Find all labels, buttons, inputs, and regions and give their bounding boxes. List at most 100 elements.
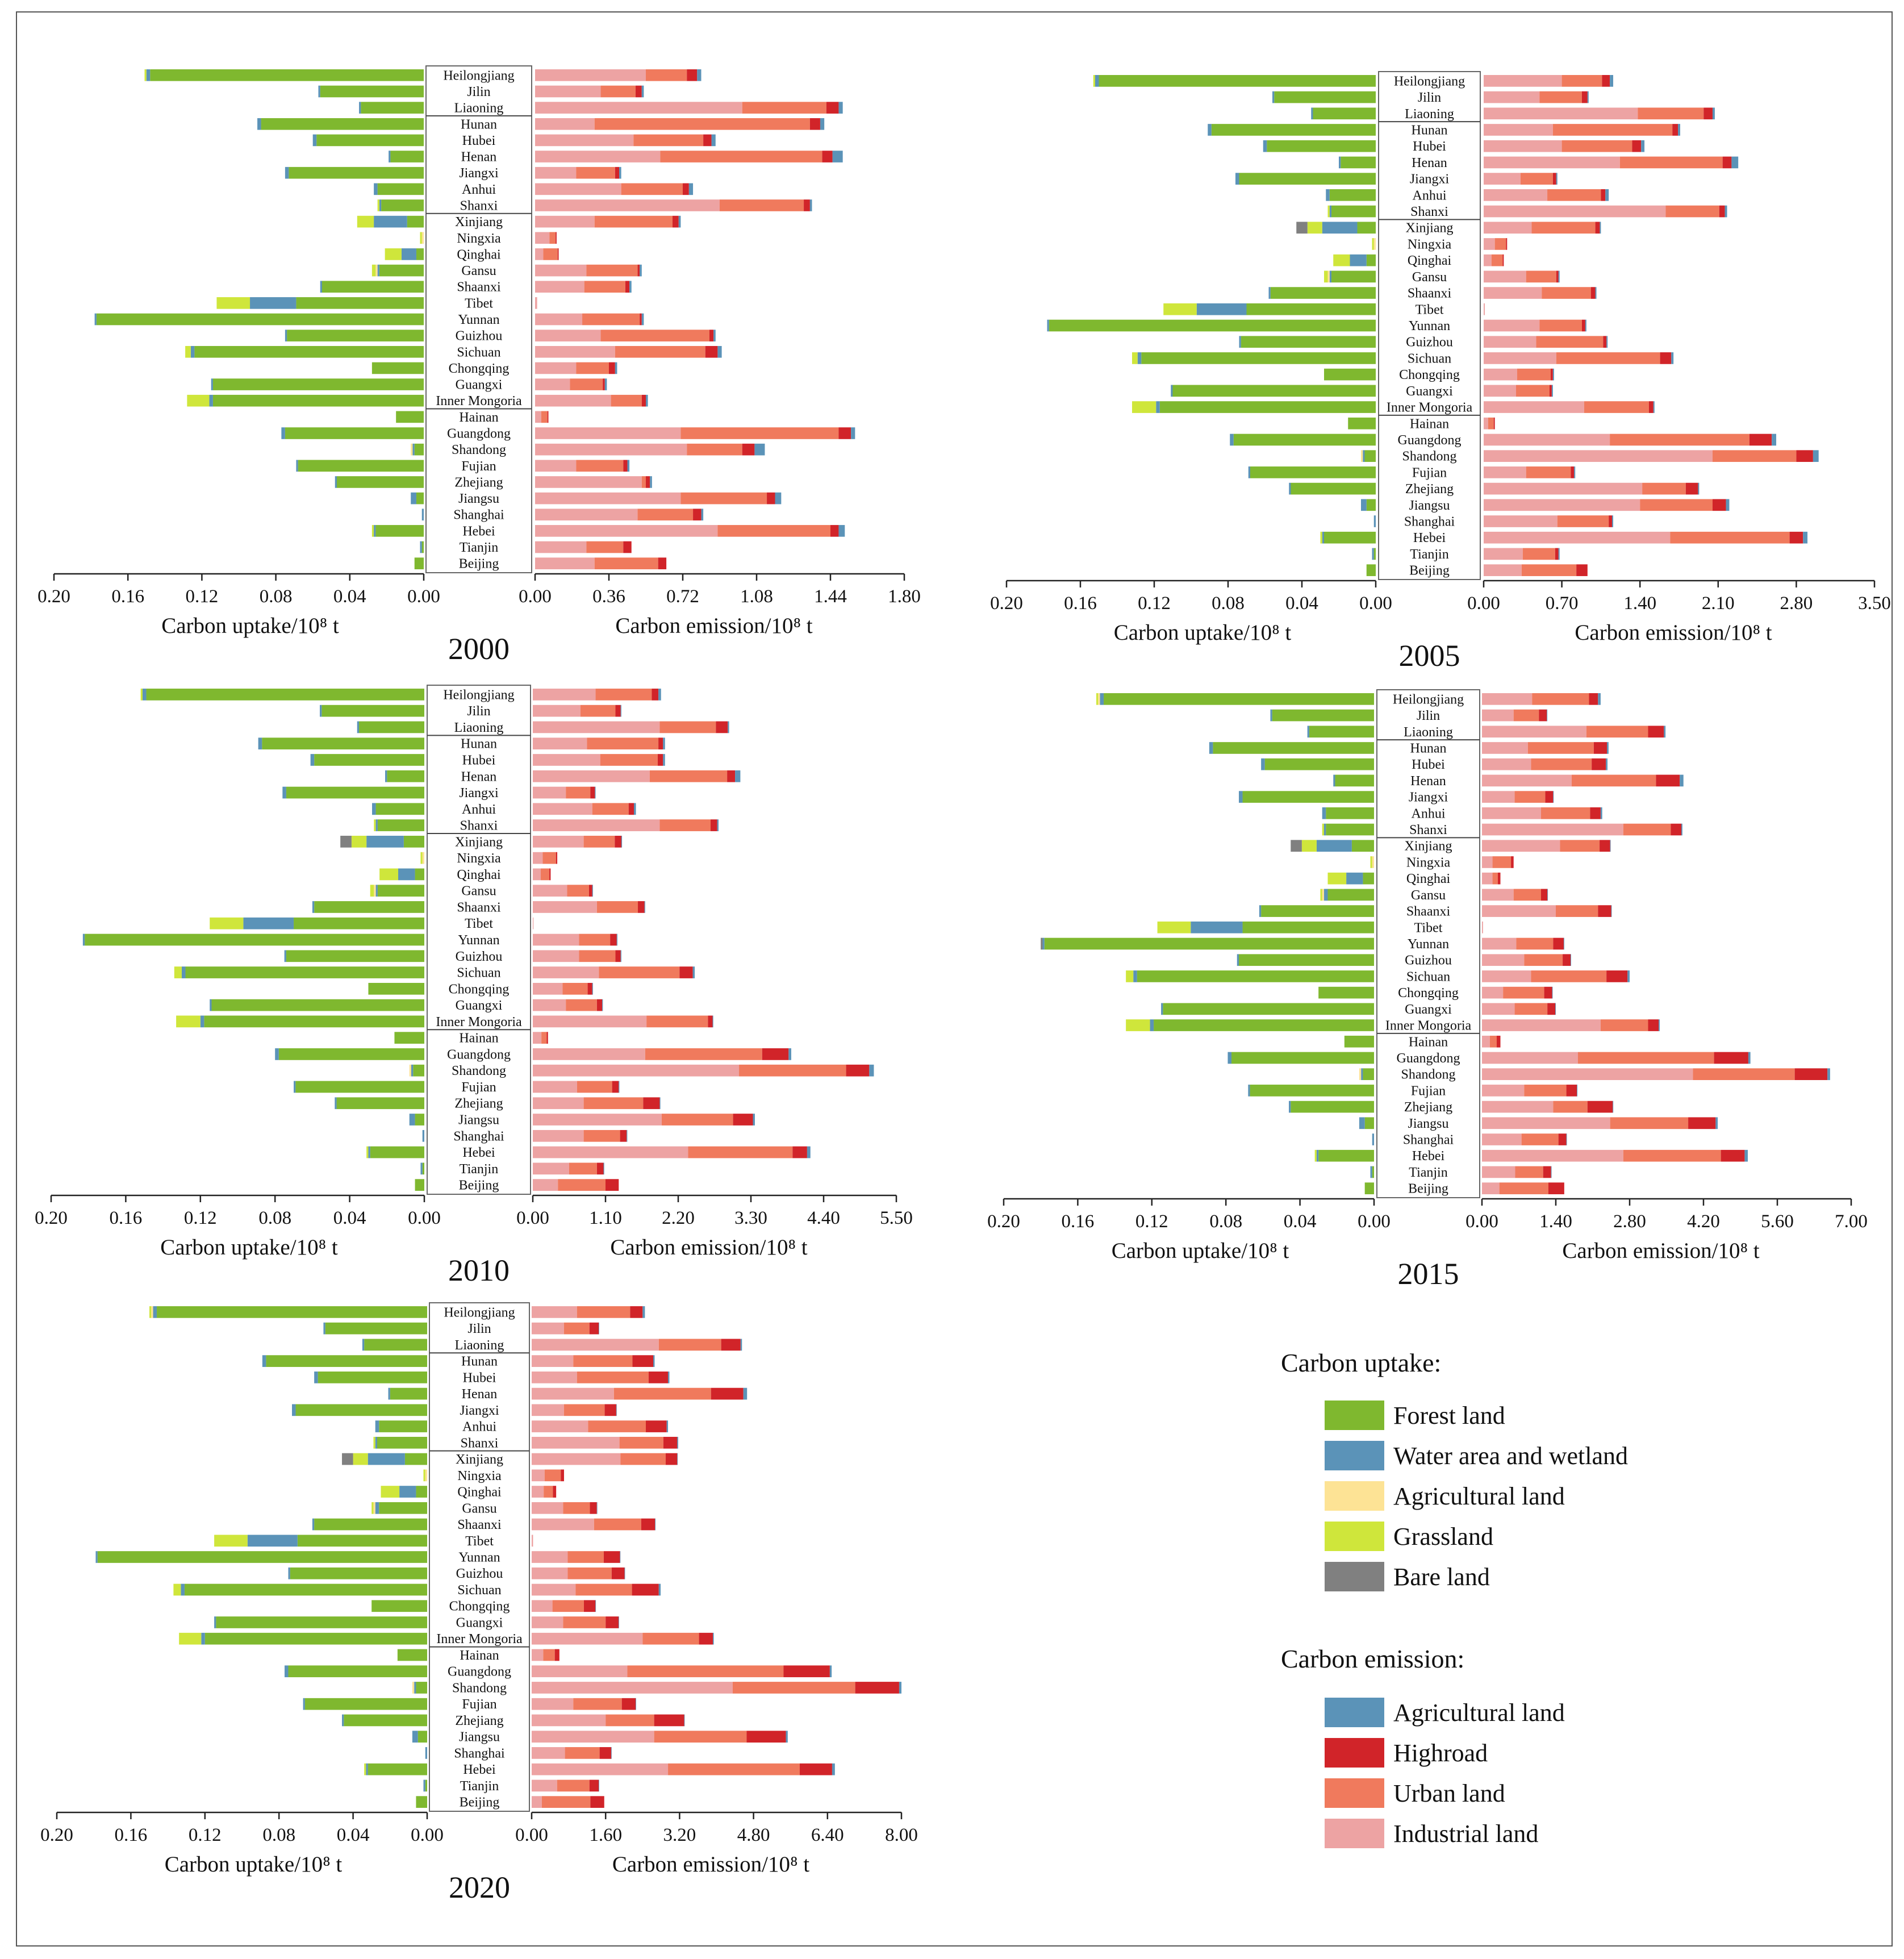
uptake-bar-water-area-and-wetland [310,754,315,766]
uptake-bar-forest-land [337,476,424,488]
emission-bar-highroad [663,1436,678,1449]
province-label: Heilongjiang [444,1305,515,1320]
province-label: Tianjin [460,540,498,555]
province-label: Yunnan [1409,319,1450,334]
emission-bar-urban-land [582,313,640,326]
emission-tick-label: 1.60 [589,1825,622,1845]
uptake-bar-water-area-and-wetland [1239,336,1241,348]
province-label: Fujian [461,1080,496,1095]
emission-bar-agricultural-land [1653,401,1655,413]
emission-bar-agricultural-land [604,378,607,390]
emission-bar-urban-land [1642,482,1686,495]
emission-bar-urban-land [1584,401,1649,413]
emission-bar-highroad [630,1306,643,1318]
emission-bar-urban-land [1531,758,1592,770]
uptake-bar-water-area-and-wetland [250,297,297,309]
uptake-bar-agricultural-land [412,1682,415,1694]
emission-bar-urban-land [542,852,556,864]
uptake-bar-forest-land [96,313,424,326]
uptake-tick-label: 0.08 [260,586,293,607]
uptake-bar-forest-land [1241,336,1376,348]
emission-bar-agricultural-land [1698,482,1700,495]
emission-bar-highroad [1493,417,1495,430]
uptake-bar-forest-land [403,835,424,848]
emission-bar-industrial-land [532,1469,545,1482]
emission-bar-highroad [1648,1019,1659,1031]
uptake-bar-forest-land [262,737,424,750]
emission-bar-highroad [1506,238,1508,250]
emission-bar-urban-land [1619,156,1723,169]
uptake-bar-forest-land [1233,434,1376,446]
emission-bar-agricultural-land [838,102,843,114]
uptake-bar-forest-land [377,885,424,897]
emission-bar-highroad [727,770,736,782]
emission-bar-industrial-land [1484,385,1517,397]
uptake-bar-forest-land [1049,319,1376,332]
province-label: Shandong [1402,449,1457,464]
emission-bar-industrial-land [532,1420,588,1432]
emission-bar-highroad [1660,352,1672,364]
uptake-bar-grassland [371,264,376,277]
uptake-bar-water-area-and-wetland [1272,91,1275,103]
province-label: Hunan [1410,741,1447,756]
emission-bar-agricultural-land [851,427,855,439]
uptake-bar-water-area-and-wetland [1227,1052,1231,1064]
province-label: Anhui [1412,806,1446,821]
emission-bar-agricultural-land [1595,287,1597,299]
emission-bar-highroad [609,362,615,374]
province-label: Xinjiang [1405,839,1452,854]
uptake-bar-forest-land [336,1097,424,1110]
uptake-tick-label: 0.00 [1359,593,1392,614]
emission-bar-agricultural-land [829,1665,832,1678]
legend-swatch [1325,1562,1384,1591]
province-label: Shaanxi [1406,905,1451,919]
uptake-bar-forest-land [314,754,424,766]
emission-bar-highroad [553,1486,557,1498]
uptake-bar-grassland [371,525,374,537]
uptake-bar-water-area-and-wetland [284,950,286,962]
emission-bar-urban-land [1542,287,1591,299]
emission-bar-agricultural-land [1612,515,1614,527]
emission-bar-industrial-land [1482,1117,1610,1129]
uptake-bar-water-area-and-wetland [1042,937,1045,950]
emission-bar-highroad [590,1502,597,1514]
legend-emission-title: Carbon emission: [1281,1644,1464,1673]
uptake-bar-water-area-and-wetland [1133,970,1137,982]
emission-bar-agricultural-land [807,1146,811,1158]
uptake-bar-forest-land [1372,1166,1374,1178]
emission-bar-urban-land [1557,515,1609,527]
emission-bar-industrial-land [533,1162,569,1175]
emission-bar-industrial-land [1484,434,1610,446]
uptake-bar-water-area-and-wetland [1209,742,1213,754]
uptake-bar-forest-land [1272,709,1374,722]
emission-bar-urban-land [567,885,589,897]
emission-bar-agricultural-land [663,737,665,750]
emission-bar-industrial-land [535,476,642,488]
uptake-bar-water-area-and-wetland [292,1404,296,1416]
emission-bar-industrial-land [535,183,621,195]
emission-bar-highroad [855,1682,899,1694]
uptake-bar-grassland [1327,872,1347,885]
emission-bar-industrial-land [535,134,634,147]
uptake-bar-grassland [420,232,422,244]
emission-bar-highroad [606,1616,619,1628]
emission-bar-agricultural-land [740,1339,742,1351]
uptake-bar-forest-land [1172,385,1376,397]
province-label: Hunan [461,737,497,752]
uptake-bar-water-area-and-wetland [1326,189,1330,201]
province-label: Hainan [1409,1035,1448,1049]
emission-bar-industrial-land [533,721,660,733]
uptake-bar-water-area-and-wetland [95,1551,98,1563]
emission-bar-urban-land [1693,1068,1795,1081]
emission-bar-urban-land [1560,840,1600,852]
emission-bar-highroad [1545,791,1554,803]
emission-tick-label: 8.00 [885,1825,918,1845]
uptake-bar-water-area-and-wetland [1323,823,1326,836]
uptake-bar-grassland [1096,693,1099,705]
emission-bar-industrial-land [535,313,583,326]
uptake-bar-forest-land [1250,466,1376,478]
uptake-bar-water-area-and-wetland [1333,774,1335,787]
province-label: Heilongjiang [1394,74,1465,89]
province-label: Tibet [1414,920,1443,935]
uptake-bar-water-area-and-wetland [335,476,337,488]
